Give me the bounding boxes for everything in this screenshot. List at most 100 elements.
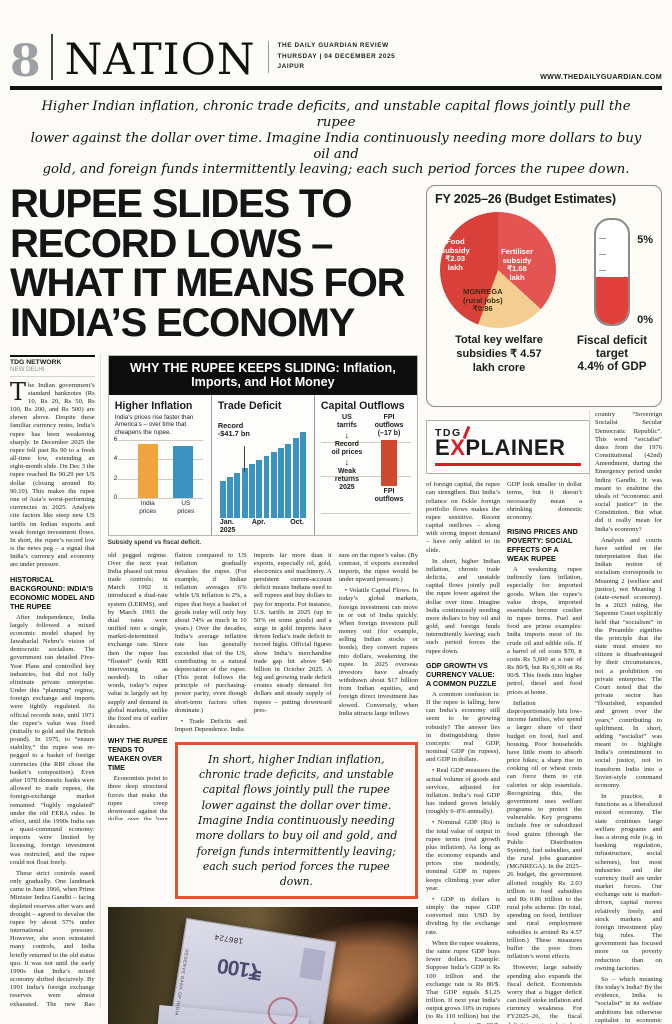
- body-paragraph: Inflation disproportionately hits low-in…: [507, 699, 582, 961]
- infographic: WHY THE RUPEE KEEPS SLIDING: Inflation, …: [107, 354, 418, 536]
- article-column-1: TDG NETWORK NEW DELHI The Indian governm…: [10, 354, 101, 1007]
- fiscal-deficit-gauge: 5% 0% Fiscal deficit target 4.4% of GDP: [569, 218, 655, 373]
- website-url: WWW.THEDAILYGUARDIAN.COM: [540, 72, 662, 81]
- body-paragraph: • Nominal GDP (Rs) is the total value of…: [426, 819, 500, 892]
- section-heading: WHY THE RUPEE TENDS TO WEAKEN OVER TIME: [107, 736, 168, 773]
- note-serial: 186724: [213, 932, 244, 946]
- fpi-bar-caption: FPI outflows: [374, 487, 404, 503]
- article-deck: Higher Indian inflation, chronic trade d…: [30, 99, 642, 178]
- masthead-meta: THE DAILY GUARDIAN REVIEW THURSDAY | 04 …: [267, 40, 396, 74]
- trade-deficit-bar-chart: Record -$41.7 bn: [218, 414, 308, 518]
- note-stamp: [265, 995, 300, 1024]
- infographic-title: WHY THE RUPEE KEEPS SLIDING: Inflation, …: [108, 355, 417, 395]
- masthead-name: THE DAILY GUARDIAN REVIEW: [277, 41, 389, 49]
- body-paragraph: In short, higher Indian inflation, chron…: [426, 557, 500, 655]
- column-text: The Indian government’s standard banknot…: [10, 377, 95, 1007]
- body-paragraph: The Indian government’s standard banknot…: [10, 377, 95, 569]
- y-tick: 2: [113, 474, 119, 482]
- section-heading: RISING PRICES AND POVERTY: SOCIAL EFFECT…: [507, 527, 578, 564]
- article-column-7: GDP look smaller in dollar terms, but it…: [507, 481, 582, 1024]
- bar: [285, 443, 292, 518]
- bar: [173, 446, 194, 499]
- bar: [278, 448, 284, 518]
- pie-label-fertiliser-subsidy: Fertiliser subsidy ₹1.68 lakh: [501, 247, 534, 282]
- byline-network: TDG NETWORK: [10, 354, 95, 366]
- pie-label-food-subsidy: Food subsidy ₹2.03 lakh: [441, 237, 470, 272]
- article-column-8: country “Sovereign Socialist Secular Dem…: [589, 411, 662, 1024]
- tdg-brand: TDG: [435, 427, 462, 440]
- down-arrow-icon: ↓: [344, 429, 350, 440]
- section-heading: GDP GROWTH VS CURRENCY VALUE: A COMMON P…: [426, 660, 497, 688]
- currency-photo: 186724 ₹100 RESERVE BANK OF INDIA: [107, 907, 418, 1024]
- infographic-caption: Subsidy spend vs fiscal deficit.: [107, 538, 202, 546]
- right-rail: FY 2025–26 (Budget Estimates) Food subsi…: [426, 185, 662, 1024]
- body-paragraph: of foreign capital, the rupee can streng…: [426, 481, 500, 554]
- x-tick-apr: Apr.: [251, 518, 266, 526]
- byline-city: NEW DELHI: [10, 366, 95, 377]
- pull-quote: In short, higher Indian inflation, chron…: [174, 741, 418, 900]
- bar: [292, 437, 299, 518]
- subsidy-pie-chart: [440, 212, 556, 329]
- y-tick: 6: [113, 436, 119, 444]
- body-paragraph: • GDP in dollars is simply the rupee GDP…: [426, 895, 500, 936]
- body-paragraph: However, large subsidy spending also exp…: [507, 964, 582, 1024]
- article-column-3: flation compared to US inflation gradual…: [175, 552, 247, 736]
- body-paragraph: • Real GDP measures the actual volume of…: [426, 767, 500, 816]
- budget-total: Total key welfare subsidies ₹ 4.57 lakh …: [455, 334, 543, 374]
- body-paragraph: When the rupee weakens, the same rupee G…: [426, 939, 500, 1024]
- flow-year: 2025: [339, 483, 355, 491]
- gauge-top-label: 5%: [637, 234, 653, 247]
- down-arrow-icon: ↓: [344, 456, 350, 467]
- bar: [219, 480, 226, 518]
- capital-outflows-diagram: US tarrifs ↓ Record oil prices ↓ Weak re…: [320, 413, 411, 522]
- body-paragraph: Analysts and courts have settled on the …: [595, 536, 662, 789]
- budget-title: FY 2025–26 (Budget Estimates): [435, 192, 616, 207]
- body-paragraph: • Trade Deficits and Import Dependence. …: [174, 717, 247, 734]
- article-column-2: old pegged regime. Over the next year In…: [108, 552, 168, 820]
- gauge-bottom-label: 0%: [637, 314, 653, 327]
- masthead-date: THURSDAY | 04 DECEMBER 2025: [277, 52, 396, 60]
- tdg-explainer-logo: TDG EXPLAINER: [426, 420, 590, 475]
- body-paragraph: Economists point to three deep structura…: [107, 775, 168, 819]
- x-tick-oct: Oct.: [290, 518, 304, 526]
- body-paragraph: sure on the rupee’s value. (By contrast,…: [338, 551, 418, 584]
- body-paragraph: So – which meaning fits today’s India? B…: [595, 975, 662, 1024]
- body-paragraph: flation compared to US inflation gradual…: [174, 551, 247, 714]
- body-paragraph: A common confusion is: If the rupee is f…: [426, 690, 500, 764]
- body-paragraph: old pegged regime. Over the next year In…: [107, 551, 168, 731]
- bar: [234, 472, 241, 518]
- chart-annotation: Record -$41.7 bn: [217, 420, 250, 439]
- panel-description: India’s prices rise faster than America’…: [114, 413, 194, 437]
- bar: [138, 444, 159, 499]
- flow-oil-prices: Record oil prices: [331, 440, 363, 456]
- body-paragraph: A weakening rupee indirectly fans inflat…: [507, 566, 582, 696]
- article-column-6: of foreign capital, the rupee can streng…: [426, 481, 500, 1024]
- section-heading: HISTORICAL BACKGROUND: INDIA’S ECONOMIC …: [10, 574, 95, 611]
- panel-trade-deficit: Trade Deficit Record -$41.7 bn Jan. 2025…: [210, 394, 314, 535]
- bar: [270, 452, 277, 518]
- bar-label-india-prices: India prices: [139, 500, 157, 515]
- body-paragraph: country “Sovereign Socialist Secular Dem…: [595, 411, 662, 533]
- inflation-bar-chart: 6 4 2 0: [113, 436, 205, 502]
- body-paragraph: These strict controls eased only gradual…: [10, 869, 95, 1007]
- annotation-pointer: [243, 445, 245, 472]
- page-header: 8 NATION THE DAILY GUARDIAN REVIEW THURS…: [10, 34, 662, 90]
- explainer-wordmark: EXPLAINER: [435, 437, 581, 467]
- flow-us-tariffs: US tarrifs: [336, 413, 357, 429]
- article-column-5: sure on the rupee’s value. (By contrast,…: [339, 552, 418, 736]
- page-number: 8: [10, 35, 41, 87]
- y-tick: 0: [113, 494, 119, 502]
- header-divider: [50, 34, 53, 80]
- flow-weak-returns: Weak returns: [334, 467, 359, 483]
- bar-label-us-prices: US prices: [177, 500, 195, 515]
- bar: [249, 464, 255, 518]
- bar: [256, 460, 263, 518]
- body-paragraph: In practice, it functions as a liberaliz…: [595, 793, 662, 972]
- fpi-outflows-bar: [381, 439, 397, 486]
- middle-area: WHY THE RUPEE KEEPS SLIDING: Inflation, …: [107, 354, 418, 1024]
- pie-label-mgnrega: MGNREGA (rural jobs) ₹0.86: [463, 287, 503, 314]
- panel-heading: Capital Outflows: [320, 399, 405, 412]
- panel-heading: Trade Deficit: [217, 399, 282, 412]
- panel-heading: Higher Inflation: [114, 399, 193, 412]
